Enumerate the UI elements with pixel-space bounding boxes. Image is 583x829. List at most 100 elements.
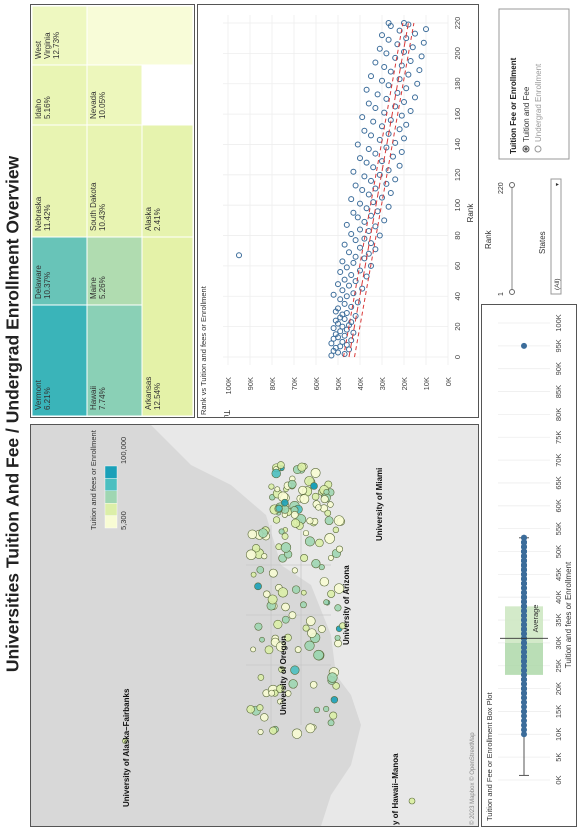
scatter-point[interactable] (413, 31, 418, 36)
radio-option-0[interactable]: Tuition and Fee (522, 86, 531, 152)
scatter-point[interactable] (369, 213, 374, 218)
map-point[interactable] (257, 566, 264, 573)
map-point[interactable] (299, 486, 307, 494)
map-point[interactable] (321, 495, 328, 502)
chevron-down-icon[interactable]: ▾ (555, 183, 561, 186)
boxplot-point[interactable] (521, 640, 527, 646)
scatter-point[interactable] (347, 250, 352, 255)
map-point[interactable] (258, 674, 264, 680)
map-point[interactable] (255, 623, 262, 630)
scatter-point[interactable] (362, 128, 367, 133)
map-point[interactable] (260, 637, 265, 642)
map-point[interactable] (289, 680, 298, 689)
scatter-point[interactable] (417, 68, 422, 73)
scatter-point[interactable] (353, 183, 358, 188)
scatter-point[interactable] (344, 222, 349, 227)
scatter-point[interactable] (342, 242, 347, 247)
map-point[interactable] (330, 712, 337, 719)
map-point[interactable] (269, 690, 275, 696)
map-point[interactable] (331, 696, 338, 703)
scatter-point[interactable] (399, 63, 404, 68)
scatter-point[interactable] (373, 106, 378, 111)
boxplot-panel[interactable]: Tuition and Fee or Enrollment Box Plot A… (481, 304, 577, 827)
map-point[interactable] (305, 641, 315, 651)
scatter-point[interactable] (351, 169, 356, 174)
map-point[interactable] (248, 530, 257, 539)
treemap-svg[interactable]: Vermont6.21%Delaware10.37%Hawaii7.74%Mai… (31, 5, 194, 417)
scatter-point[interactable] (373, 224, 378, 229)
map-point[interactable] (301, 590, 306, 595)
map-point[interactable] (260, 714, 268, 722)
map-point[interactable] (261, 553, 267, 559)
map-point[interactable] (291, 519, 299, 527)
treemap-panel[interactable]: Vermont6.21% Delaware10.37% Hawaii7.74% Mai… (30, 4, 195, 418)
map-point[interactable] (307, 518, 313, 524)
scatter-point[interactable] (353, 238, 358, 243)
map-point[interactable] (278, 588, 288, 598)
map-point[interactable] (335, 605, 342, 612)
map-point[interactable] (334, 516, 344, 526)
map-point[interactable] (247, 705, 255, 713)
map-point[interactable] (276, 505, 282, 511)
scatter-point[interactable] (338, 297, 343, 302)
map-point[interactable] (311, 483, 318, 490)
map-point[interactable] (251, 647, 256, 652)
scatter-point[interactable] (397, 163, 402, 168)
rank-slider-handle-max[interactable] (510, 183, 515, 188)
map-point[interactable] (318, 625, 325, 632)
map-point[interactable] (246, 550, 256, 560)
scatter-point[interactable] (366, 228, 371, 233)
boxplot-point[interactable] (521, 626, 527, 632)
map-point[interactable] (328, 673, 338, 683)
map-point[interactable] (257, 705, 263, 711)
map-point[interactable] (281, 499, 288, 506)
scatter-point[interactable] (388, 191, 393, 196)
scatter-point[interactable] (410, 45, 415, 50)
map-point[interactable] (305, 537, 314, 546)
scatter-point[interactable] (349, 197, 354, 202)
scatter-point[interactable] (384, 181, 389, 186)
scatter-point[interactable] (419, 54, 424, 59)
map-point[interactable] (301, 554, 308, 561)
scatter-point[interactable] (384, 96, 389, 101)
map-point[interactable] (289, 612, 296, 619)
scatter-point[interactable] (338, 269, 343, 274)
scatter-point[interactable] (344, 310, 349, 315)
scatter-point[interactable] (364, 206, 369, 211)
map-point[interactable] (336, 546, 342, 552)
boxplot-point[interactable] (521, 617, 527, 623)
map-svg[interactable]: University of Alaska–Fairbanks Universit… (31, 425, 478, 826)
map-point[interactable] (325, 510, 331, 516)
scatter-point[interactable] (342, 277, 347, 282)
scatter-point[interactable] (404, 122, 409, 127)
scatter-point[interactable] (349, 338, 354, 343)
map-point[interactable] (292, 568, 297, 573)
map-point[interactable] (312, 559, 321, 568)
map-point[interactable] (314, 650, 324, 660)
scatter-point[interactable] (347, 283, 352, 288)
scatter-point[interactable] (342, 351, 347, 356)
map-point[interactable] (291, 666, 300, 675)
map-point[interactable] (311, 468, 320, 477)
map-point[interactable] (335, 640, 342, 647)
scatter-point[interactable] (366, 101, 371, 106)
map-point[interactable] (312, 493, 319, 500)
map-point[interactable] (314, 707, 320, 713)
scatter-point[interactable] (399, 150, 404, 155)
scatter-svg[interactable]: Rank vs Tuition and fees or Enrollment 0… (198, 5, 478, 417)
scatter-point[interactable] (404, 86, 409, 91)
map-point[interactable] (323, 706, 328, 711)
boxplot-marks[interactable]: Average (500, 343, 548, 776)
boxplot-point[interactable] (521, 731, 527, 737)
scatter-point[interactable] (375, 209, 380, 214)
scatter-point[interactable] (382, 65, 387, 70)
map-point[interactable] (409, 798, 415, 804)
scatter-point[interactable] (388, 69, 393, 74)
scatter-point[interactable] (391, 154, 396, 159)
scatter-point[interactable] (342, 333, 347, 338)
map-point[interactable] (269, 727, 276, 734)
scatter-point[interactable] (364, 87, 369, 92)
map-point[interactable] (333, 527, 339, 533)
radio-option-1[interactable]: Undergrad Enrollment (534, 63, 543, 152)
scatter-point[interactable] (340, 259, 345, 264)
